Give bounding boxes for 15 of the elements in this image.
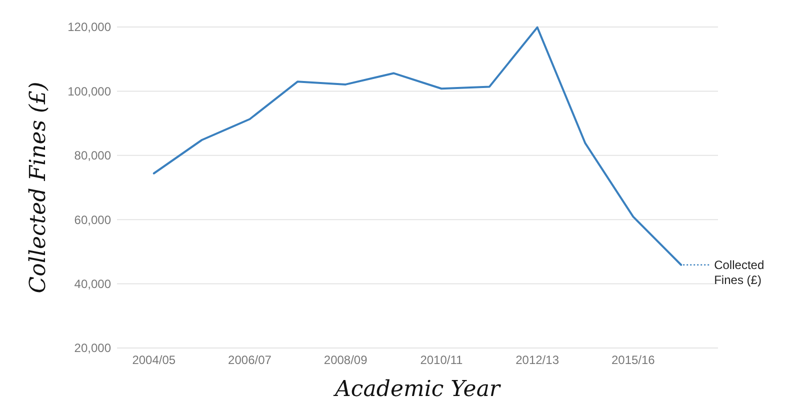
y-tick-label: 100,000 [68,84,112,98]
y-tick-label: 80,000 [74,148,112,163]
x-tick-label: 2015/16 [611,353,656,367]
y-tick-label: 40,000 [74,277,112,291]
x-tick-label: 2008/09 [324,353,368,367]
x-axis-title: Academic Year [333,377,502,402]
y-tick-label: 20,000 [74,341,112,356]
x-tick-label: 2010/11 [420,353,464,367]
x-tick-label: 2004/05 [132,353,176,367]
y-tick-label: 60,000 [74,212,112,227]
y-tick-label: 120,000 [68,20,112,34]
x-tick-label: 2012/13 [516,353,560,367]
x-tick-label: 2006/07 [228,353,272,367]
legend-label: Collected Fines (£) [714,258,764,287]
y-axis-title: Collected Fines (£) [26,82,51,294]
